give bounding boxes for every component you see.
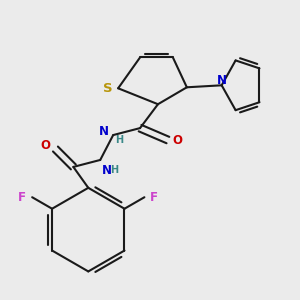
Text: F: F bbox=[18, 191, 26, 204]
Text: H: H bbox=[110, 165, 118, 175]
Text: F: F bbox=[150, 191, 158, 204]
Text: H: H bbox=[115, 135, 123, 145]
Text: N: N bbox=[99, 124, 109, 138]
Text: O: O bbox=[40, 139, 50, 152]
Text: N: N bbox=[102, 164, 112, 177]
Text: N: N bbox=[217, 74, 227, 87]
Text: S: S bbox=[103, 82, 113, 95]
Text: O: O bbox=[173, 134, 183, 146]
